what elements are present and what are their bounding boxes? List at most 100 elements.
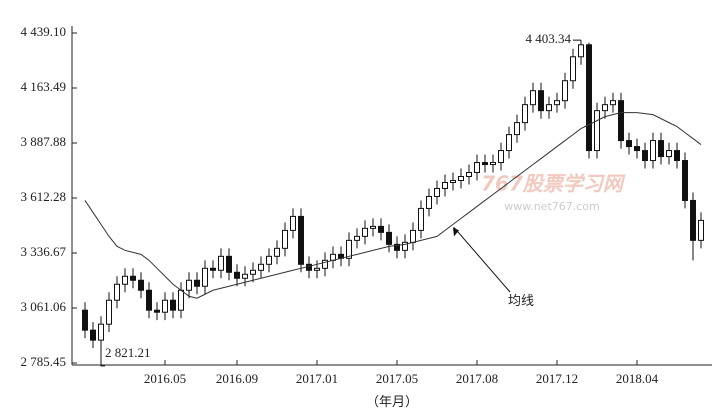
candle-body <box>626 140 632 148</box>
candle-body <box>178 289 184 311</box>
candle-body <box>378 225 384 233</box>
candle-body <box>354 235 360 241</box>
y-tick-label: 4 439.10 <box>21 24 67 39</box>
candle-body <box>586 44 592 152</box>
candle-body <box>210 267 216 271</box>
candle-body <box>658 140 664 158</box>
x-tick-label: 2017.01 <box>296 371 338 386</box>
candle-body <box>362 227 368 237</box>
watermark: www.net767.com <box>504 200 600 213</box>
candle-body <box>242 273 248 279</box>
candle-body <box>546 104 552 112</box>
candle-body <box>130 275 136 281</box>
candle-body <box>698 219 704 241</box>
candle-body <box>554 100 560 106</box>
candle-body <box>522 104 528 124</box>
candle-body <box>346 239 352 259</box>
x-tick-label: 2017.05 <box>376 371 418 386</box>
candle-body <box>530 90 536 106</box>
candle-body <box>122 275 128 285</box>
candle-body <box>186 279 192 291</box>
candle-body <box>458 176 464 181</box>
candle-body <box>666 150 672 158</box>
candle-body <box>642 150 648 162</box>
x-tick-label: 2016.05 <box>144 371 186 386</box>
x-tick-label: 2017.12 <box>536 371 578 386</box>
annotation: 4 403.34 <box>526 31 572 46</box>
candle-body <box>482 162 488 166</box>
candle-body <box>370 225 376 229</box>
candle-body <box>690 199 696 241</box>
candle-body <box>162 299 168 313</box>
candle-body <box>618 100 624 142</box>
candle-body <box>226 255 232 273</box>
annotation: 均线 <box>508 293 534 308</box>
candle-body <box>322 259 328 269</box>
candle-body <box>490 162 496 166</box>
candle-body <box>538 90 544 112</box>
candle-body <box>674 150 680 162</box>
candle-body <box>426 195 432 209</box>
candle-body <box>474 162 480 174</box>
candle-body <box>82 309 88 331</box>
candle-body <box>442 181 448 189</box>
y-tick-label: 3 612.28 <box>21 189 67 204</box>
candle-body <box>402 241 408 251</box>
annotation-leader <box>100 355 105 367</box>
candle-body <box>250 269 256 275</box>
x-tick-label: 2018.04 <box>616 371 659 386</box>
candle-body <box>498 150 504 164</box>
candle-body <box>290 215 296 231</box>
x-tick-label: 2016.09 <box>216 371 258 386</box>
candle-body <box>90 329 96 341</box>
candle-body <box>506 134 512 152</box>
candle-body <box>218 255 224 271</box>
candle-body <box>602 104 608 112</box>
candle-body <box>154 309 160 313</box>
candle-body <box>514 122 520 136</box>
candle-body <box>98 323 104 341</box>
watermark: 767股票学习网 <box>481 172 626 196</box>
x-axis-label: （年月） <box>366 394 418 409</box>
candle-body <box>570 56 576 82</box>
candle-body <box>314 267 320 271</box>
candle-body <box>138 279 144 291</box>
candle-body <box>266 255 272 265</box>
candle-body <box>146 289 152 311</box>
y-tick-label: 3 887.88 <box>21 134 67 149</box>
arrow-head <box>453 227 459 237</box>
candle-body <box>234 271 240 279</box>
annotation: 2 821.21 <box>105 345 151 360</box>
candle-body <box>562 80 568 102</box>
candle-body <box>258 263 264 271</box>
candle-body <box>418 207 424 231</box>
annotation-arrow <box>453 227 511 293</box>
candle-body <box>650 140 656 162</box>
candle-body <box>394 243 400 251</box>
candle-body <box>634 146 640 152</box>
candle-body <box>194 279 200 287</box>
candle-body <box>682 160 688 201</box>
candle-body <box>298 215 304 265</box>
candle-body <box>202 267 208 287</box>
y-tick-label: 3 336.67 <box>21 244 67 259</box>
y-tick-label: 4 163.49 <box>21 79 67 94</box>
candle-body <box>578 44 584 58</box>
candle-body <box>466 172 472 178</box>
moving-average <box>84 112 702 299</box>
candle-body <box>434 187 440 197</box>
candle-body <box>306 263 312 271</box>
candle-body <box>450 179 456 183</box>
y-tick-label: 2 785.45 <box>21 354 67 369</box>
candle-body <box>282 229 288 249</box>
candle-body <box>386 231 392 245</box>
candle-body <box>610 100 616 106</box>
y-tick-label: 3 061.06 <box>21 299 67 314</box>
candle-body <box>594 110 600 152</box>
candle-body <box>114 283 120 301</box>
candle-body <box>170 299 176 311</box>
candle-body <box>274 247 280 257</box>
x-tick-label: 2017.08 <box>456 371 498 386</box>
